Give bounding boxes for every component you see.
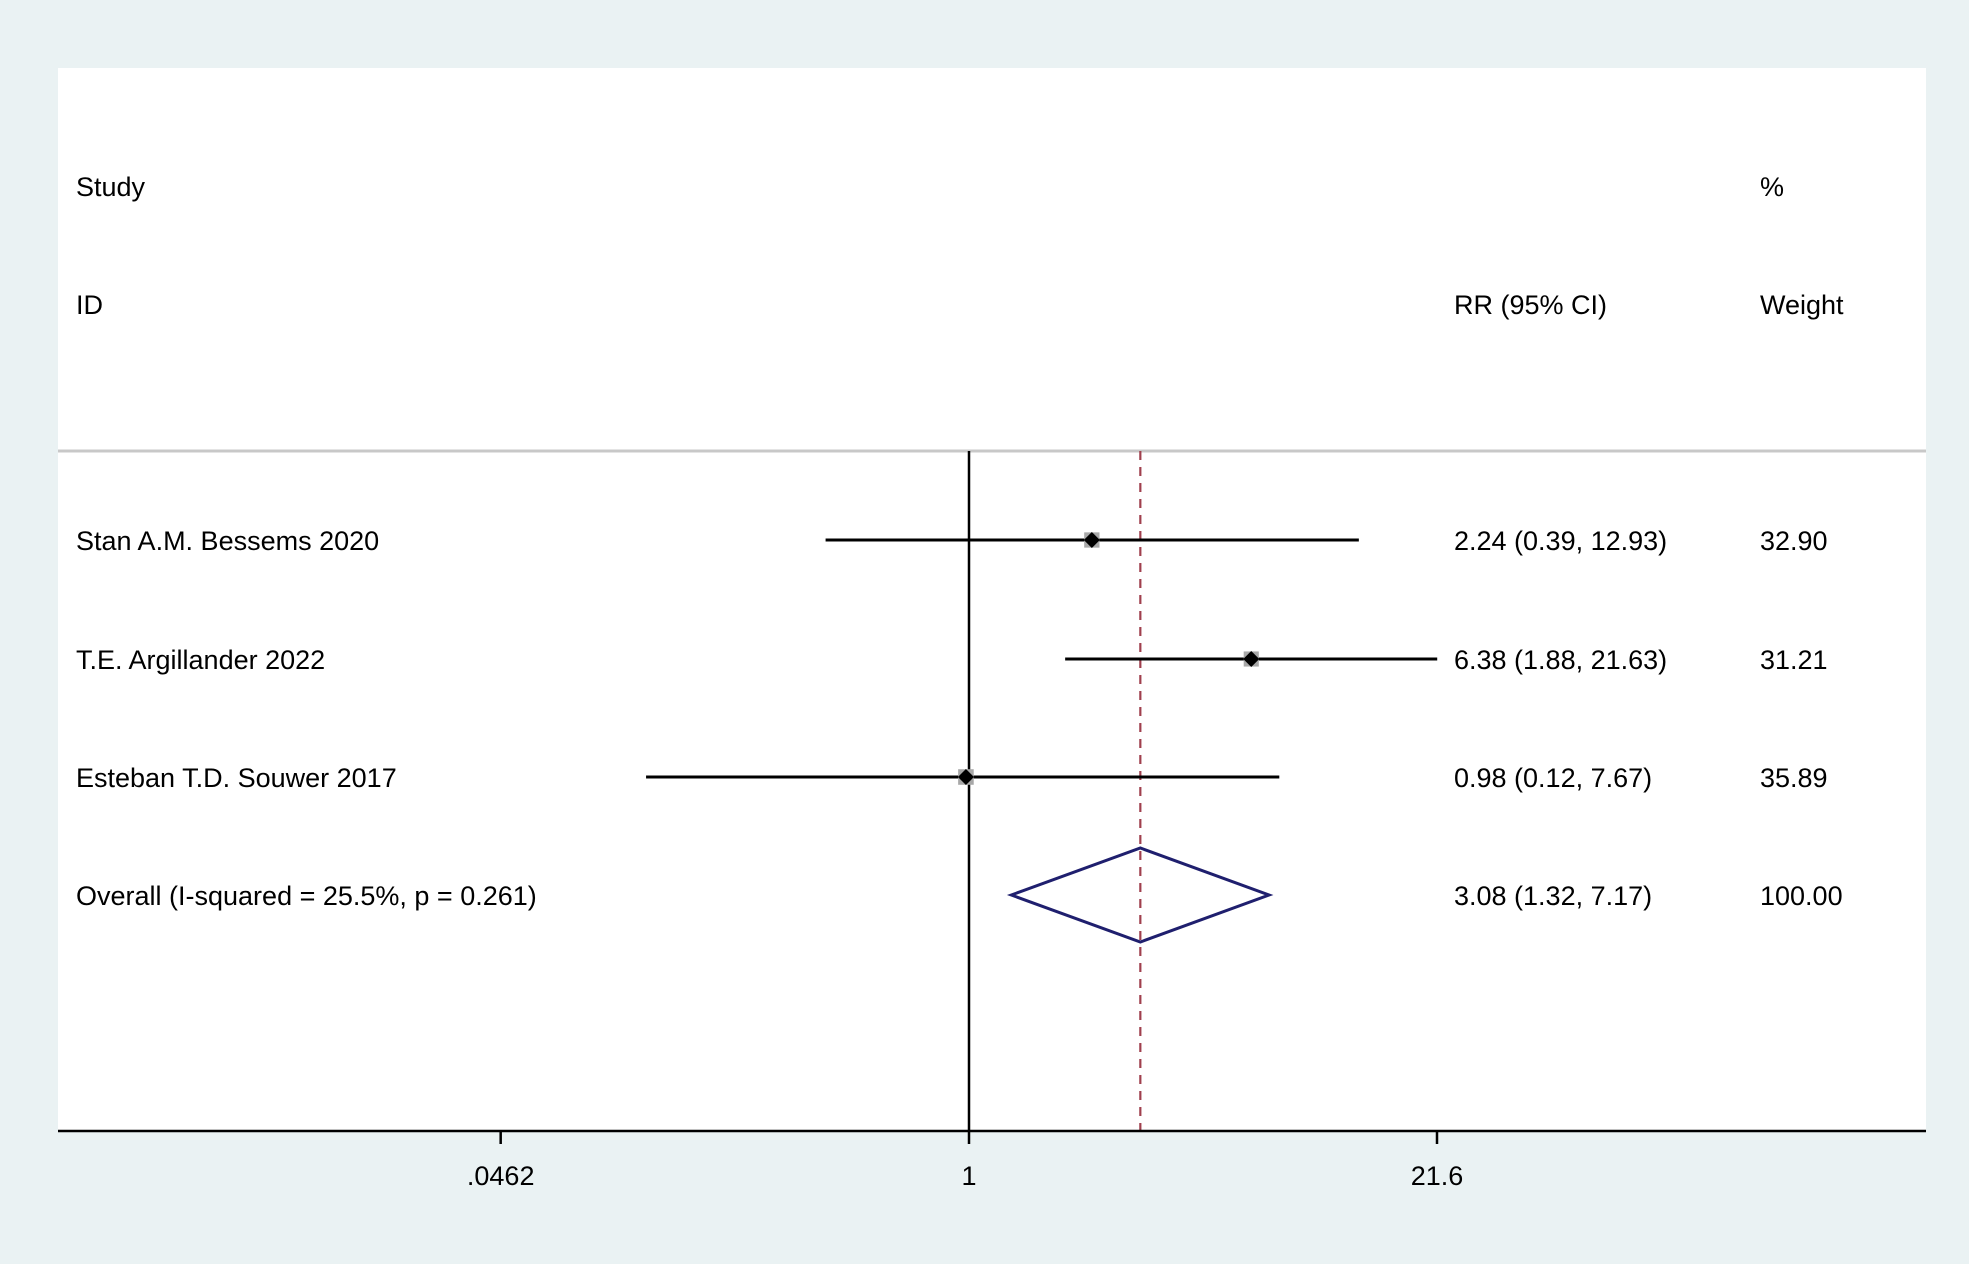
header-weight: Weight	[1760, 290, 1844, 320]
x-axis: .0462 1 21.6	[58, 1129, 1926, 1191]
header-study: Study	[76, 172, 146, 202]
x-tick-label: .0462	[467, 1161, 535, 1191]
point-estimate-marker	[1243, 651, 1260, 667]
plot-panel	[58, 68, 1926, 1132]
weight-label: 31.21	[1760, 645, 1828, 675]
effect-ci-label: 0.98 (0.12, 7.67)	[1454, 763, 1652, 793]
study-label: Esteban T.D. Souwer 2017	[76, 763, 397, 793]
reference-lines	[967, 451, 1142, 1131]
overall-weight-label: 100.00	[1760, 881, 1843, 911]
study-rows: Stan A.M. Bessems 2020 2.24 (0.39, 12.93)…	[76, 526, 1828, 793]
overall-label: Overall (I-squared = 25.5%, p = 0.261)	[76, 881, 537, 911]
overall-ci-label: 3.08 (1.32, 7.17)	[1454, 881, 1652, 911]
weight-label: 35.89	[1760, 763, 1828, 793]
effect-ci-label: 6.38 (1.88, 21.63)	[1454, 645, 1667, 675]
x-tick-label: 21.6	[1411, 1161, 1464, 1191]
study-label: T.E. Argillander 2022	[76, 645, 325, 675]
overall-row: Overall (I-squared = 25.5%, p = 0.261) 3.…	[76, 846, 1843, 944]
effect-ci-label: 2.24 (0.39, 12.93)	[1454, 526, 1667, 556]
header-effect: RR (95% CI)	[1454, 290, 1607, 320]
x-tick-label: 1	[961, 1161, 976, 1191]
study-label: Stan A.M. Bessems 2020	[76, 526, 379, 556]
point-estimate-marker	[1083, 532, 1100, 548]
header-percent: %	[1760, 172, 1784, 202]
header-id: ID	[76, 290, 103, 320]
point-estimate-marker	[957, 769, 974, 785]
weight-label: 32.90	[1760, 526, 1828, 556]
overall-diamond	[1006, 846, 1274, 944]
